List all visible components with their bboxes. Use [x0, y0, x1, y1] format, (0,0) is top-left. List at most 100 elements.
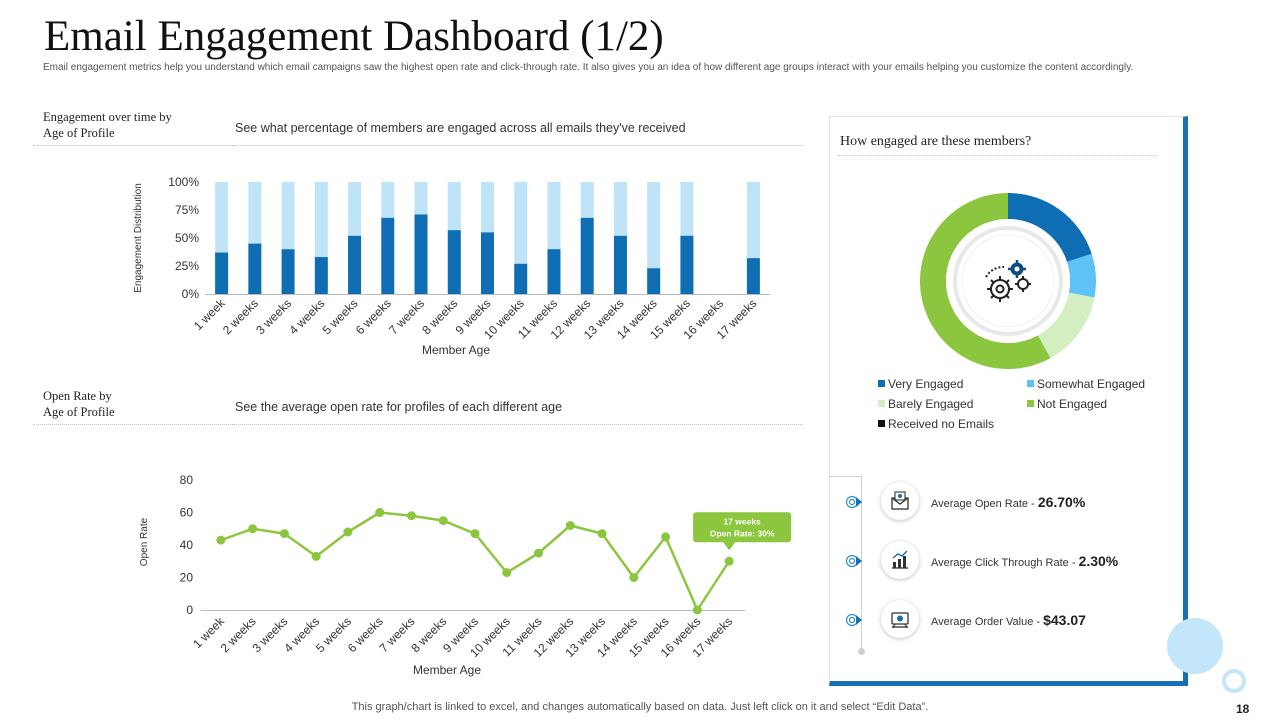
bar-engaged — [348, 235, 362, 294]
bar-chart-icon — [881, 541, 919, 579]
bar-not-engaged — [447, 182, 461, 231]
metrics-connector-top — [829, 476, 862, 477]
engagement-desc-divider — [233, 145, 803, 146]
bar-not-engaged — [481, 182, 494, 233]
bar-not-engaged — [414, 182, 428, 215]
line-point — [375, 508, 385, 517]
open-rate-title-line2: Age of Profile — [43, 405, 115, 419]
line-point — [470, 529, 480, 539]
engagement-title-line1: Engagement over time by — [43, 110, 172, 124]
legend-swatch — [878, 380, 885, 387]
donut-slice — [920, 193, 1051, 369]
metric-label: Average Order Value - — [931, 616, 1044, 628]
engagement-title-divider — [33, 145, 233, 146]
bar-not-engaged — [514, 182, 528, 264]
line-point — [565, 521, 575, 530]
metric-label: Average Click Through Rate - — [931, 557, 1079, 569]
open-rate-title-divider — [33, 424, 233, 425]
y-tick-label: 80 — [180, 473, 194, 487]
page-subtitle: Email engagement metrics help you unders… — [43, 62, 1134, 73]
engagement-title-line2: Age of Profile — [43, 126, 115, 140]
x-tick-label: 7 weeks — [386, 296, 427, 337]
y-tick-label: 0% — [182, 287, 200, 301]
y-axis-title: Engagement Distribution — [133, 183, 144, 293]
x-axis-title: Member Age — [422, 343, 490, 357]
open-rate-line — [220, 511, 731, 612]
y-tick-label: 0 — [186, 603, 193, 617]
bar-engaged — [414, 214, 428, 294]
open-rate-description: See the average open rate for profiles o… — [235, 400, 563, 414]
metric-value: 2.30% — [1078, 553, 1119, 569]
line-point — [216, 535, 226, 545]
donut-title-divider — [838, 155, 1156, 156]
line-point — [692, 605, 702, 615]
line-point — [597, 529, 607, 539]
bar-not-engaged — [381, 182, 395, 218]
bar-not-engaged — [580, 182, 594, 218]
metric-marker-icon — [846, 613, 862, 627]
metric-marker-icon — [846, 554, 862, 568]
bar-engaged — [580, 217, 594, 294]
legend-very-engaged: Very Engaged — [878, 377, 963, 391]
bar-not-engaged — [647, 182, 661, 269]
legend-received-no-emails: Received no Emails — [878, 417, 994, 431]
metrics-connector-dot — [858, 648, 865, 655]
open-rate-desc-divider — [233, 424, 803, 425]
bar-engaged — [547, 249, 561, 294]
bar-not-engaged — [680, 182, 694, 236]
line-point — [406, 511, 416, 521]
line-point — [343, 527, 353, 537]
y-tick-label: 50% — [175, 231, 199, 245]
bar-engaged — [680, 235, 694, 294]
callout-box — [693, 512, 792, 543]
callout-line1: 17 weeks — [723, 516, 761, 526]
metric-click-through-rate: Average Click Through Rate - 2.30% — [931, 553, 1118, 569]
x-tick-label: 3 weeks — [253, 296, 294, 337]
bar-engaged — [746, 258, 760, 294]
legend-label: Not Engaged — [1037, 397, 1108, 411]
bar-not-engaged — [281, 182, 295, 250]
x-tick-label: 4 weeks — [286, 296, 327, 337]
envelope-icon — [881, 482, 919, 520]
line-point — [534, 548, 544, 558]
bar-engaged — [314, 257, 328, 294]
bar-engaged — [281, 249, 295, 294]
callout-pointer — [723, 542, 736, 551]
footer-note: This graph/chart is linked to excel, and… — [351, 701, 929, 713]
line-point — [502, 568, 512, 578]
line-point — [438, 516, 448, 526]
gears-icon — [985, 260, 1031, 302]
bar-engaged — [613, 235, 627, 294]
donut-slice — [1066, 253, 1096, 298]
y-tick-label: 60 — [180, 506, 194, 520]
line-point — [629, 573, 639, 582]
bar-not-engaged — [613, 182, 627, 236]
legend-barely-engaged: Barely Engaged — [878, 397, 973, 411]
line-point — [661, 532, 671, 542]
metric-value: $43.07 — [1043, 612, 1086, 628]
x-axis-title: Member Age — [413, 663, 481, 677]
metric-label: Average Open Rate - — [931, 498, 1038, 510]
y-axis-title: Open Rate — [139, 517, 150, 566]
open-rate-section-title: Open Rate by Age of Profile — [43, 388, 115, 420]
metric-order-value: Average Order Value - $43.07 — [931, 612, 1086, 628]
y-tick-label: 40 — [180, 538, 194, 552]
engagement-description: See what percentage of members are engag… — [235, 121, 686, 135]
bar-not-engaged — [547, 182, 561, 250]
legend-label: Very Engaged — [888, 377, 964, 391]
donut-inner-ring — [953, 226, 1063, 336]
open-rate-title-line1: Open Rate by — [43, 389, 112, 403]
page-number: 18 — [1236, 702, 1250, 716]
decorative-ring — [1222, 669, 1246, 693]
metrics-connector-line — [861, 476, 862, 652]
bar-engaged — [481, 232, 494, 294]
legend-swatch — [1027, 380, 1034, 387]
bar-engaged — [647, 268, 661, 294]
bar-not-engaged — [215, 182, 229, 253]
legend-somewhat-engaged: Somewhat Engaged — [1027, 377, 1145, 391]
bar-not-engaged — [348, 182, 362, 236]
metric-value: 26.70% — [1037, 494, 1086, 510]
donut-slice — [1037, 292, 1095, 359]
